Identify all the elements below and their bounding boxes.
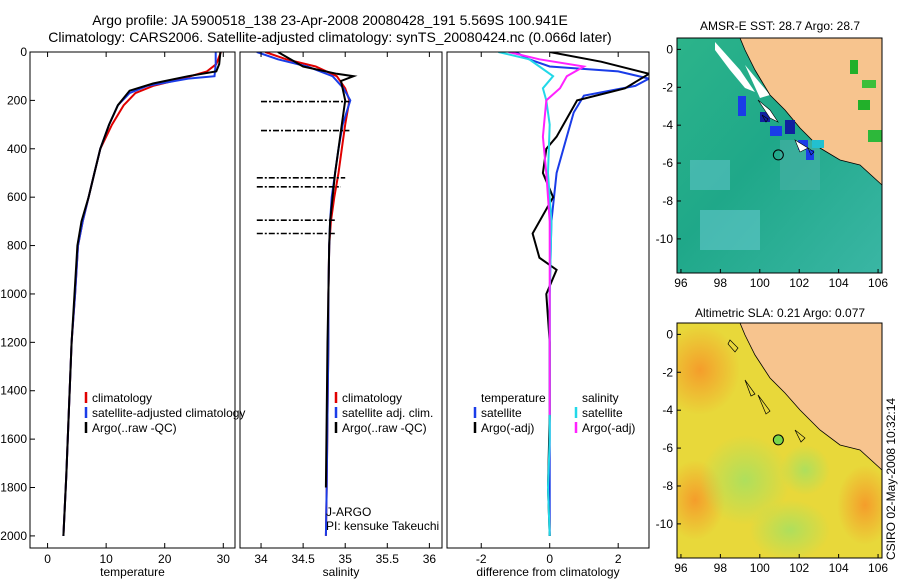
difference-xtick-label: 2: [615, 552, 622, 566]
sla-map-ytick-label: -10: [656, 517, 674, 531]
temperature-series-0: [62, 52, 222, 536]
difference-series-0: [515, 52, 649, 536]
temperature-series-1: [62, 52, 217, 536]
depth-ytick-label: 1000: [0, 287, 27, 301]
sla-map-xtick-label: 104: [829, 561, 849, 575]
sla-map-xtick-label: 102: [789, 561, 809, 575]
sst-map-xtick-label: 96: [674, 276, 688, 290]
salinity-xtick-label: 34.5: [291, 552, 315, 566]
salinity-legend-label: satellite adj. clim.: [342, 406, 433, 420]
depth-ytick-label: 1400: [0, 384, 27, 398]
sla-map-xtick-label: 96: [674, 561, 688, 575]
sla-map-ytick-label: -8: [662, 479, 673, 493]
sla-map-ytick-label: 0: [666, 327, 673, 341]
sst-map-argo-location-marker: [772, 149, 784, 161]
sla-map-xtick-label: 98: [714, 561, 728, 575]
depth-ytick-label: 0: [20, 45, 27, 59]
salinity-legend-label: climatology: [342, 391, 402, 405]
sla-map-axes: 96 98 100 102 104 106 0 -2 -4 -6 -8 -10: [656, 322, 888, 575]
temperature-frame: [29, 51, 236, 549]
depth-ytick-label: 400: [7, 142, 27, 156]
depth-ytick-label: 1200: [0, 335, 27, 349]
salinity-xlabel: salinity: [323, 565, 360, 579]
diff-legend-temperature-header: temperature: [481, 391, 546, 405]
float-program-label: J-ARGO: [326, 505, 371, 519]
temperature-legend-label: Argo(..raw -QC): [92, 421, 177, 435]
difference-xlabel: difference from climatology: [476, 565, 619, 579]
sst-map-ytick-label: -4: [662, 118, 673, 132]
temperature-legend-label: climatology: [92, 391, 152, 405]
salinity-series-0: [264, 52, 351, 536]
sla-map-frame: [676, 322, 883, 559]
depth-ytick-label: 600: [7, 190, 27, 204]
sla-map-ytick-label: -4: [662, 403, 673, 417]
sst-map-ytick-label: 0: [666, 42, 673, 56]
difference-frame: [446, 51, 650, 549]
diff-temperature-legend-label: satellite: [481, 406, 522, 420]
sst-map-ytick-label: -8: [662, 194, 673, 208]
temperature-series-2: [62, 52, 222, 536]
sst-map-title: AMSR-E SST: 28.7 Argo: 28.7: [699, 19, 861, 33]
diff-legend-salinity-header: salinity: [582, 391, 619, 405]
sla-map-title: Altimetric SLA: 0.21 Argo: 0.077: [694, 306, 866, 320]
sst-map-frame: [676, 37, 883, 274]
sst-map-ytick-label: -10: [656, 232, 674, 246]
difference-series-2: [498, 52, 555, 536]
salinity-frame: [239, 51, 443, 549]
temperature-xtick-label: 30: [217, 552, 231, 566]
salinity-series-2: [277, 52, 358, 488]
difference-xtick-label: 0: [546, 552, 553, 566]
depth-ytick-label: 1800: [0, 481, 27, 495]
salinity-series-1: [256, 52, 352, 536]
sst-map-ytick-label: -2: [662, 80, 673, 94]
sla-map-ytick-label: -6: [662, 441, 673, 455]
pi-name-label: PI: kensuke Takeuchi: [326, 519, 439, 533]
sst-map-xtick-label: 100: [750, 276, 770, 290]
depth-ytick-label: 1600: [0, 432, 27, 446]
sst-map-axes: 96 98 100 102 104 106 0 -2 -4 -6 -8 -10: [656, 37, 888, 290]
sst-map-ytick-label: -6: [662, 156, 673, 170]
difference-xtick-label: -2: [476, 552, 487, 566]
sst-map-xtick-label: 102: [789, 276, 809, 290]
depth-ytick-label: 2000: [0, 529, 27, 543]
sst-map: [677, 38, 882, 273]
temperature-panel: 0 10 20 30 temperature 0 200 400 600 800 1000 1200 1…: [0, 45, 245, 579]
sla-map-xtick-label: 100: [750, 561, 770, 575]
depth-ytick-label: 800: [7, 239, 27, 253]
profile-title: Argo profile: JA 5900518_138 23-Apr-2008…: [92, 12, 568, 28]
sla-map-ytick-label: -2: [662, 365, 673, 379]
temperature-xtick-label: 10: [99, 552, 113, 566]
climatology-subtitle: Climatology: CARS2006. Satellite-adjuste…: [48, 29, 612, 45]
salinity-legend-label: Argo(..raw -QC): [342, 421, 427, 435]
difference-series-3: [508, 52, 587, 415]
sst-map-xtick-label: 98: [714, 276, 728, 290]
diff-salinity-legend-label: Argo(-adj): [582, 421, 635, 435]
depth-ytick-label: 200: [7, 93, 27, 107]
temperature-series-group: [62, 52, 222, 536]
sla-map-xtick-label: 106: [868, 561, 888, 575]
temperature-xtick-label: 0: [44, 552, 51, 566]
temperature-xlabel: temperature: [100, 565, 165, 579]
salinity-xtick-label: 36: [423, 552, 437, 566]
temperature-legend-label: satellite-adjusted climatology: [92, 406, 245, 420]
diff-salinity-legend-label: satellite: [582, 406, 623, 420]
sla-map: [677, 323, 882, 558]
salinity-xtick-label: 35: [339, 552, 353, 566]
salinity-xtick-label: 34: [254, 552, 268, 566]
difference-series-group: [498, 52, 649, 536]
salinity-xtick-label: 35.5: [376, 552, 400, 566]
sst-map-xtick-label: 106: [868, 276, 888, 290]
salinity-panel: 34 34.5 35 35.5 36 salinity climatologysatelli…: [239, 51, 443, 579]
salinity-series-group: [256, 52, 358, 536]
diff-temperature-legend-label: Argo(-adj): [481, 421, 534, 435]
temperature-xtick-label: 20: [158, 552, 172, 566]
sla-map-argo-location-marker: [772, 434, 784, 446]
sst-map-xtick-label: 104: [829, 276, 849, 290]
